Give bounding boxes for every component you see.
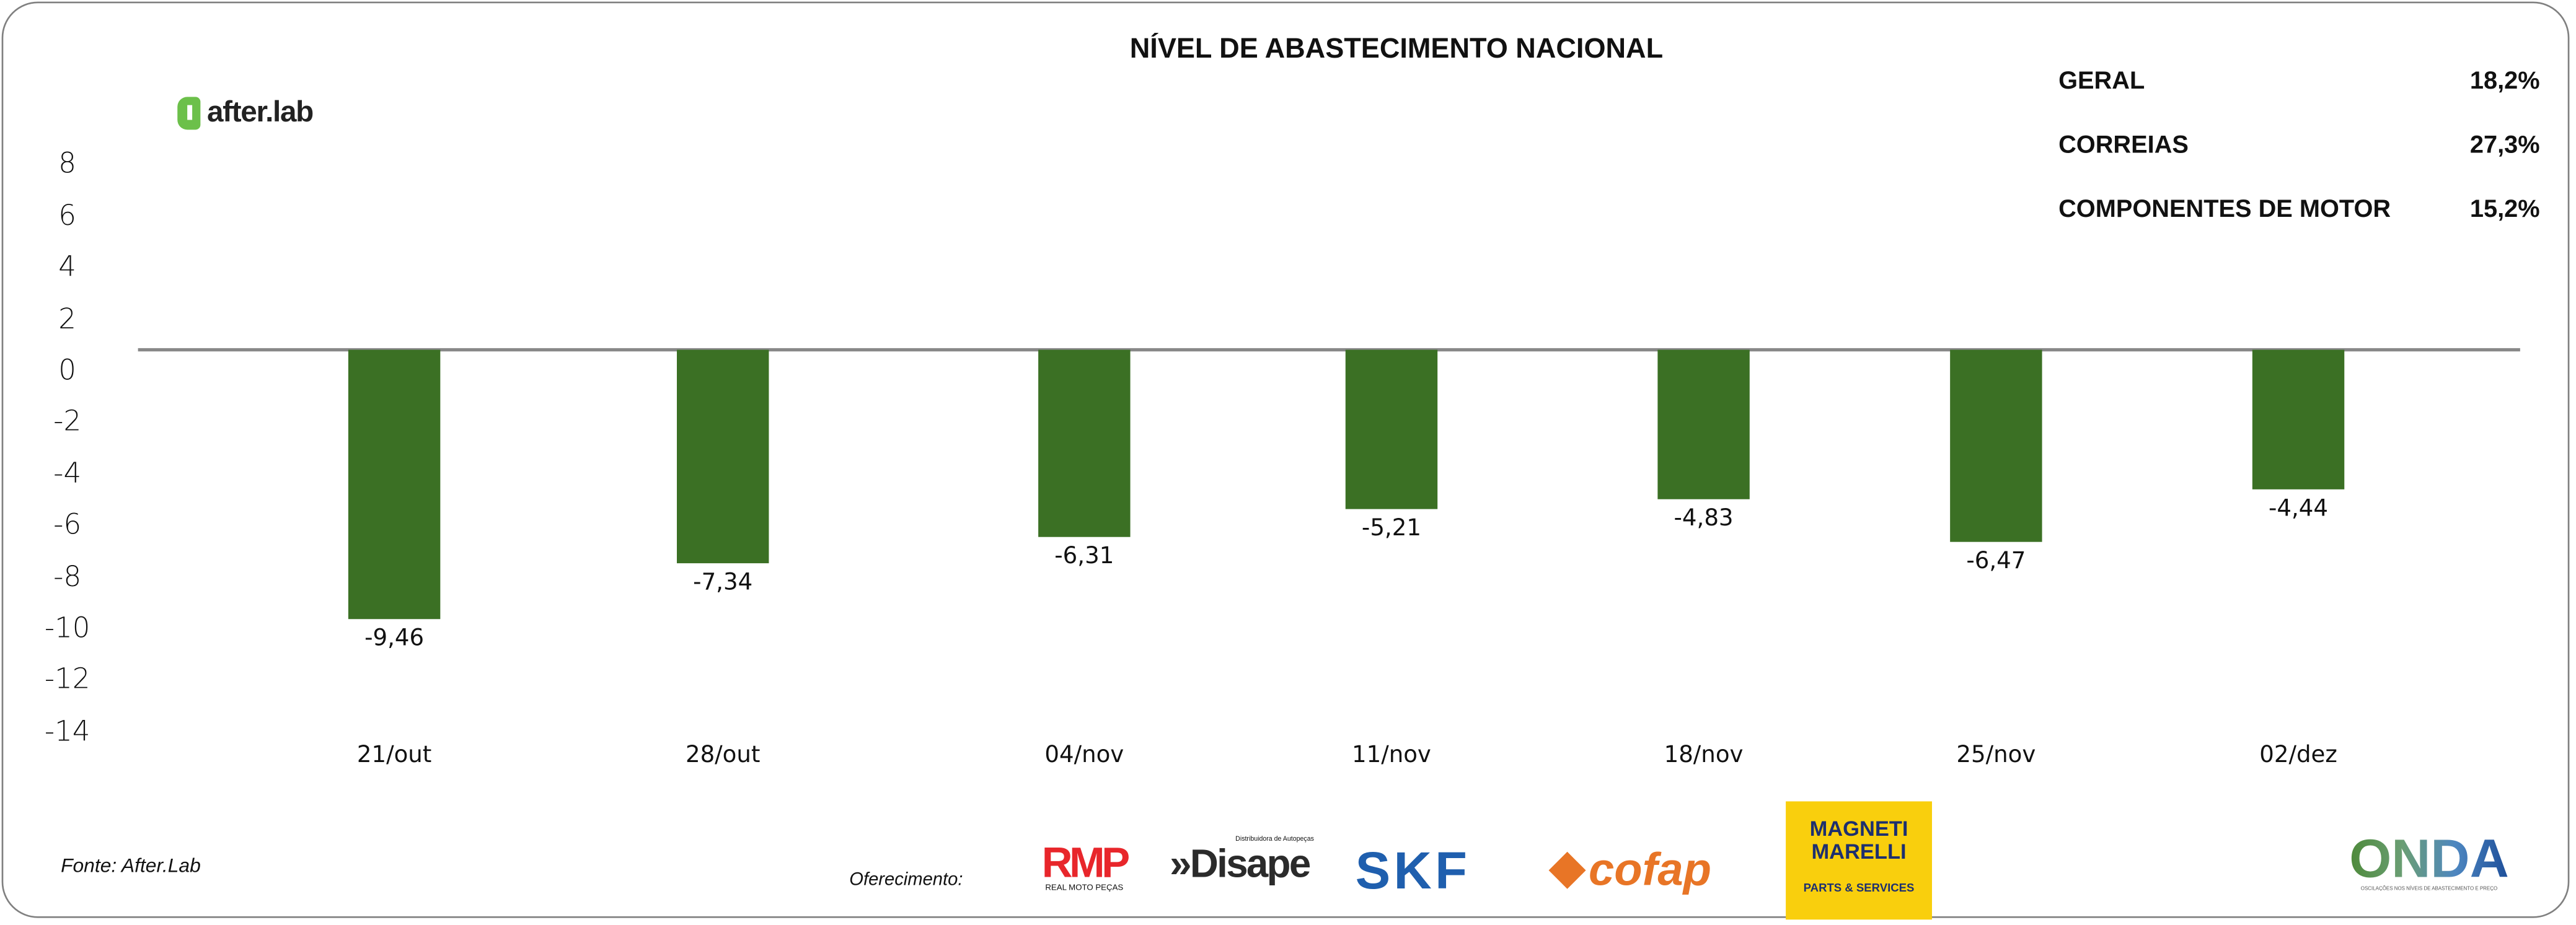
kpi-label: COMPONENTES DE MOTOR — [2058, 195, 2391, 224]
y-tick-label: 8 — [58, 148, 76, 182]
chart-title: NÍVEL DE ABASTECIMENTO NACIONAL — [1129, 33, 1664, 64]
y-tick-label: -8 — [53, 561, 82, 594]
x-tick-label: 02/dez — [2259, 742, 2337, 769]
y-tick-label: -12 — [44, 664, 90, 697]
data-label: -6,31 — [1054, 543, 1114, 570]
bar — [348, 349, 441, 618]
kpi-correias: CORREIAS 27,3% — [2058, 131, 2540, 159]
magneti-subtext: PARTS & SERVICES — [1803, 883, 1915, 895]
y-tick-label: -4 — [53, 457, 82, 491]
sponsor-label: Oferecimento: — [849, 870, 963, 890]
kpi-value: 15,2% — [2469, 195, 2540, 224]
kpi-value: 27,3% — [2469, 131, 2540, 160]
x-tick-label: 04/nov — [1044, 742, 1124, 769]
bar — [1345, 349, 1438, 509]
x-tick-label: 25/nov — [1956, 742, 2036, 769]
y-tick-label: -10 — [44, 612, 90, 646]
y-tick-label: 6 — [58, 199, 76, 233]
afterlab-logo: after.lab — [177, 95, 314, 130]
y-tick-label: -2 — [53, 406, 82, 439]
x-tick-label: 28/out — [685, 742, 761, 769]
y-tick-label: 2 — [58, 303, 76, 336]
disape-subtext: Distribuidora de Autopeças — [1235, 834, 1314, 843]
y-tick-label: 0 — [58, 354, 76, 388]
onda-logo: ONDA OSCILAÇÕES NOS NÍVEIS DE ABASTECIME… — [2349, 831, 2509, 892]
zero-baseline — [138, 348, 2520, 352]
data-label: -5,21 — [1361, 515, 1421, 542]
onda-subtext: OSCILAÇÕES NOS NÍVEIS DE ABASTECIMENTO E… — [2360, 885, 2498, 892]
y-tick-label: 4 — [58, 252, 76, 285]
x-tick-label: 18/nov — [1664, 742, 1744, 769]
rmp-subtext: REAL MOTO PEÇAS — [1045, 883, 1124, 893]
y-tick-label: -14 — [44, 716, 90, 749]
magneti-marelli-logo: MAGNETI MARELLI PARTS & SERVICES — [1786, 801, 1932, 920]
bar — [2252, 349, 2345, 489]
bar — [1038, 349, 1131, 537]
brand-name: after.lab — [206, 95, 314, 128]
data-label: -4,83 — [1674, 505, 1734, 532]
afterlab-logo-icon — [177, 96, 201, 129]
data-label: -6,47 — [1966, 548, 2026, 574]
kpi-label: CORREIAS — [2058, 131, 2189, 160]
y-tick-label: -6 — [53, 509, 82, 543]
source-note: Fonte: After.Lab — [61, 854, 201, 877]
x-tick-label: 21/out — [356, 742, 432, 769]
rmp-logo: RMP REAL MOTO PEÇAS — [1018, 841, 1150, 895]
cofap-logo: cofap — [1548, 844, 1711, 897]
skf-logo: SKF — [1355, 841, 1471, 900]
rmp-text: RMP — [1041, 837, 1131, 887]
data-label: -4,44 — [2269, 495, 2329, 522]
disape-text: »Disape — [1170, 842, 1311, 887]
kpi-label: GERAL — [2058, 67, 2145, 95]
x-tick-label: 11/nov — [1351, 742, 1431, 769]
cofap-icon — [1548, 851, 1586, 889]
bar — [1657, 349, 1750, 499]
bar — [1950, 349, 2042, 541]
magneti-text: MAGNETI MARELLI — [1809, 816, 1908, 864]
data-label: -9,46 — [364, 625, 425, 651]
kpi-componentes: COMPONENTES DE MOTOR 15,2% — [2058, 195, 2540, 223]
cofap-text: cofap — [1589, 844, 1711, 895]
data-label: -7,34 — [693, 570, 753, 597]
bar — [677, 349, 769, 564]
disape-logo: Distribuidora de Autopeças »Disape — [1170, 834, 1314, 888]
onda-text: ONDA — [2349, 827, 2509, 888]
kpi-geral: GERAL 18,2% — [2058, 68, 2540, 95]
kpi-value: 18,2% — [2469, 67, 2540, 95]
